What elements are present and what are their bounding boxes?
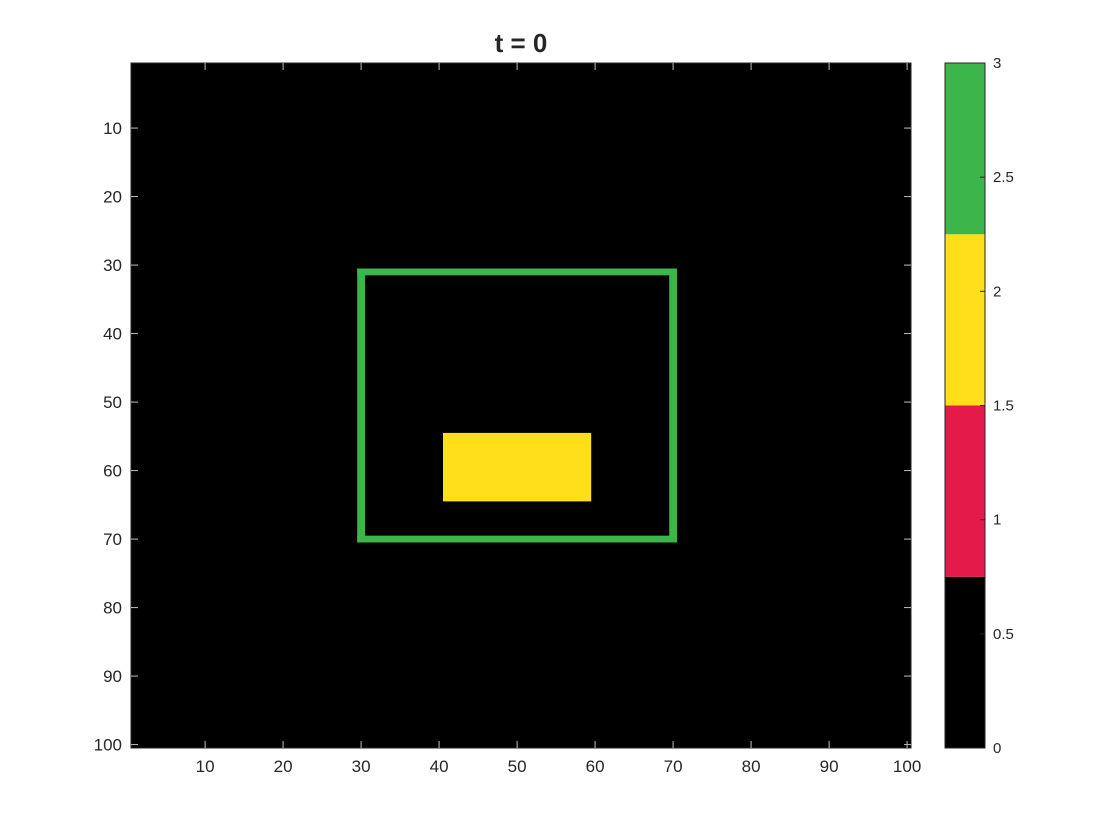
x-tick-label: 20: [274, 757, 293, 776]
heatmap-region-1-top-edge: [357, 268, 677, 276]
colorbar-tick-label: 1.5: [993, 398, 1014, 415]
heatmap-background: [131, 63, 911, 748]
heatmap-region-1-bottom-edge: [357, 535, 677, 543]
axes-box: [130, 62, 912, 749]
x-tick-label: 30: [352, 757, 371, 776]
colorbar-tick-label: 3: [993, 55, 1001, 72]
x-tick-label: 70: [664, 757, 683, 776]
colorbar-tick-label: 2.5: [993, 169, 1014, 186]
x-tick-label: 90: [820, 757, 839, 776]
colorbar-segment: [945, 576, 985, 748]
colorbar-segment: [945, 234, 985, 406]
x-tick-label: 60: [586, 757, 605, 776]
x-tick-label: 80: [742, 757, 761, 776]
y-tick-label: 70: [103, 530, 122, 549]
colorbar-tick-label: 0.5: [993, 626, 1014, 643]
colorbar-segment: [945, 63, 985, 235]
x-tick-label: 10: [196, 757, 215, 776]
y-tick-label: 20: [103, 188, 122, 207]
y-tick-label: 40: [103, 325, 122, 344]
y-tick-label: 100: [94, 736, 122, 755]
y-tick-label: 10: [103, 119, 122, 138]
x-tick-label: 50: [508, 757, 527, 776]
x-tick-label: 100: [893, 757, 921, 776]
y-tick-label: 80: [103, 599, 122, 618]
chart-title: t = 0: [495, 28, 548, 58]
colorbar-tick-label: 0: [993, 740, 1001, 757]
colorbar: 0 0.5 1 1.5 2 2.5 3: [944, 55, 1014, 757]
y-tick-label: 90: [103, 667, 122, 686]
colorbar-tick-label: 2: [993, 283, 1001, 300]
colorbar-segment: [945, 405, 985, 577]
plot-area: 10 20 30 40 50 60 70 80 90 100 10 20 30 40 50 60 70 80 90 1…: [94, 62, 921, 776]
x-tick-label: 40: [430, 757, 449, 776]
heatmap-region-1-right-edge: [669, 268, 677, 543]
y-tick-label: 60: [103, 462, 122, 481]
heatmap-region-2-block: [443, 432, 592, 502]
heatmap-region-1-left-edge: [357, 268, 365, 543]
y-tick-label: 30: [103, 256, 122, 275]
colorbar-tick-label: 1: [993, 512, 1001, 529]
y-tick-label: 50: [103, 393, 122, 412]
